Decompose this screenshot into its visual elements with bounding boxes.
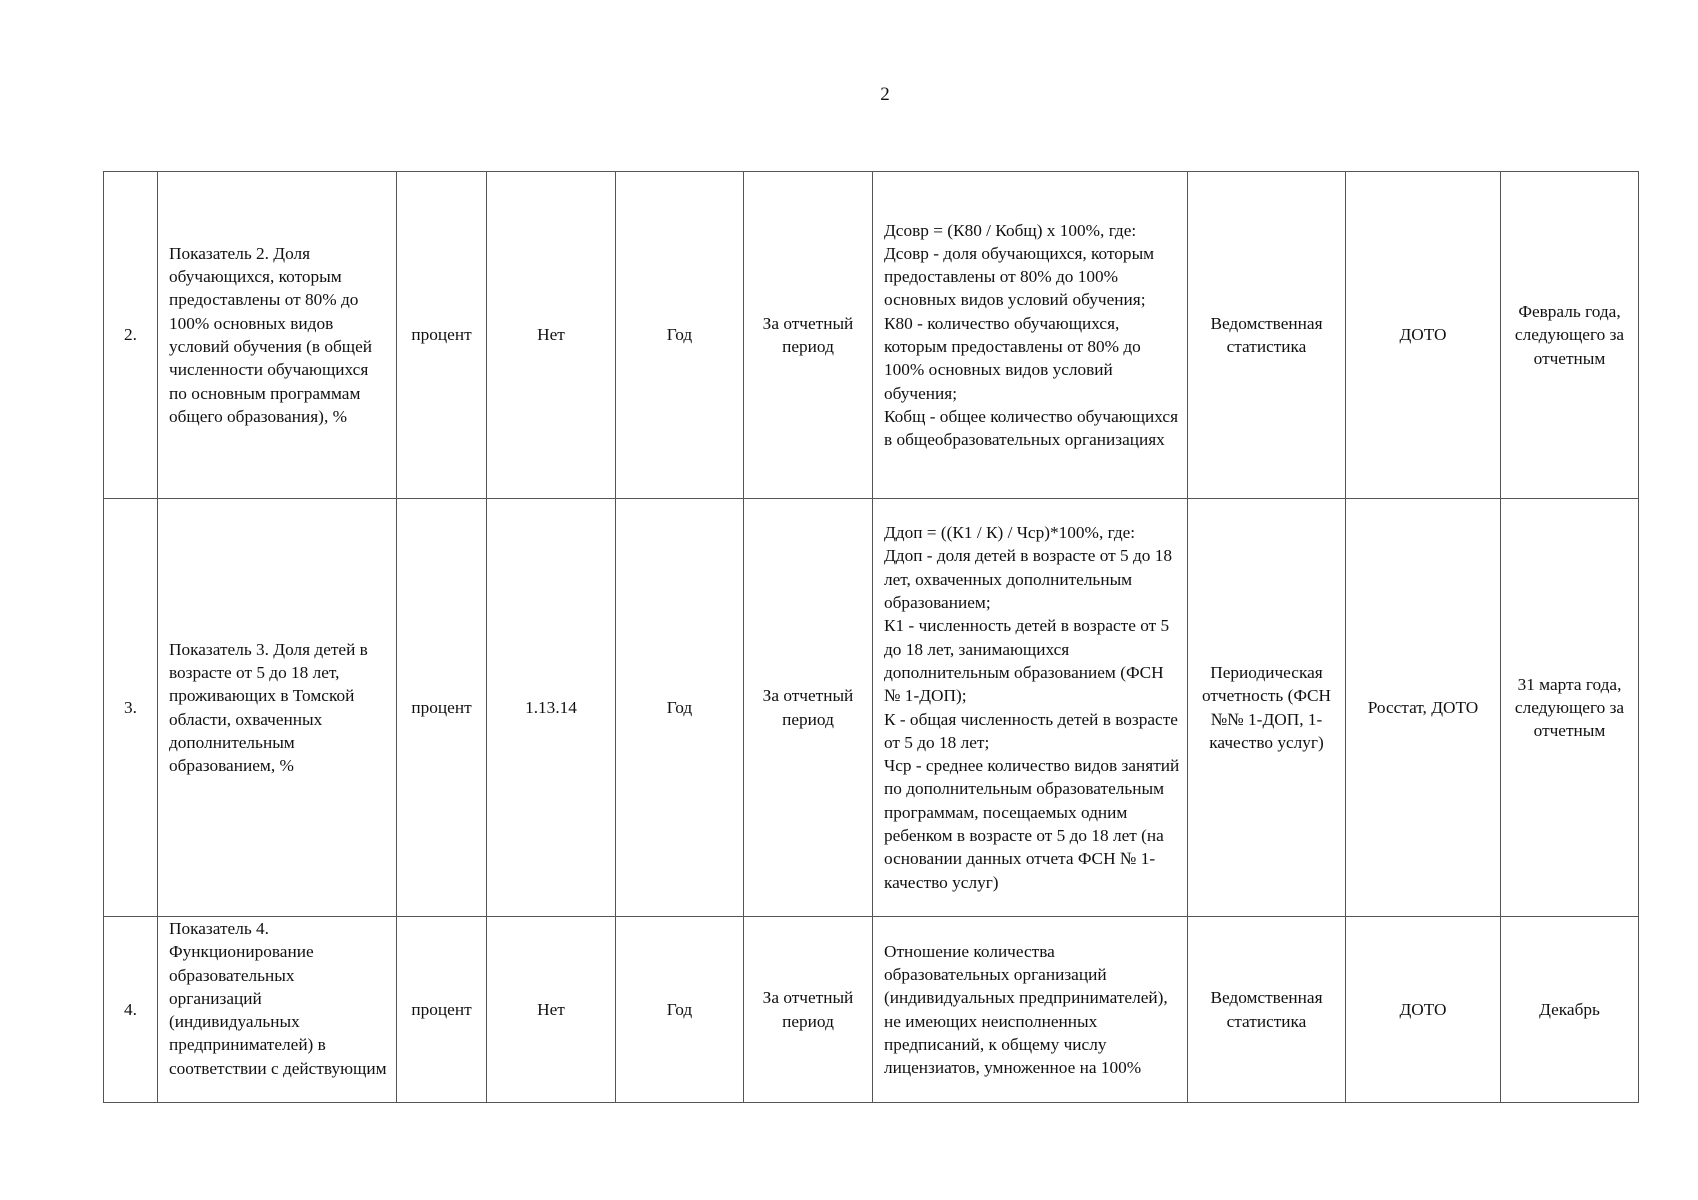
cell-calculation-method: Дсовр = (К80 / Кобщ) x 100%, где: Дсовр -…: [872, 171, 1188, 499]
cell-deadline: Декабрь: [1500, 916, 1639, 1103]
cell-unit: процент: [396, 498, 487, 917]
cell-responsible: ДОТО: [1345, 171, 1501, 499]
cell-indicator-name: Показатель 2. Доля обучающихся, которым …: [157, 171, 397, 499]
calculation-method-text: Отношение количества образовательных орг…: [884, 941, 1168, 1078]
indicator-name-text: Показатель 3. Доля детей в возрасте от 5…: [169, 639, 368, 776]
unit-text: процент: [411, 999, 472, 1019]
reporting-period-text: За отчетный период: [762, 686, 854, 729]
cell-code: Нет: [486, 171, 616, 499]
reporting-period-text: За отчетный период: [762, 988, 854, 1031]
cell-periodicity: Год: [615, 916, 744, 1103]
deadline-text: 31 марта года, следующего за отчетным: [1514, 674, 1625, 741]
cell-row-number: 4.: [103, 916, 158, 1103]
table-row: 4. Показатель 4. Функционирование образов…: [103, 916, 1639, 1103]
calculation-method-text: Ддоп = ((К1 / К) / Чср)*100%, где: Ддоп -…: [884, 523, 1180, 892]
deadline-text: Декабрь: [1539, 999, 1600, 1019]
periodicity-text: Год: [666, 999, 693, 1019]
indicator-name-text: Показатель 4. Функционирование образоват…: [169, 919, 387, 1078]
data-source-text: Ведомственная статистика: [1210, 988, 1323, 1031]
code-text: 1.13.14: [525, 697, 577, 717]
cell-indicator-name: Показатель 3. Доля детей в возрасте от 5…: [157, 498, 397, 917]
cell-row-number: 3.: [103, 498, 158, 917]
data-source-text: Периодическая отчетность (ФСН №№ 1-ДОП, …: [1201, 662, 1332, 752]
cell-periodicity: Год: [615, 498, 744, 917]
cell-indicator-name: Показатель 4. Функционирование образоват…: [157, 916, 397, 1103]
cell-data-source: Ведомственная статистика: [1187, 916, 1346, 1103]
periodicity-text: Год: [666, 325, 693, 345]
responsible-text: ДОТО: [1399, 325, 1447, 345]
cell-responsible: ДОТО: [1345, 916, 1501, 1103]
cell-row-number: 2.: [103, 171, 158, 499]
cell-unit: процент: [396, 171, 487, 499]
page-number: 2: [880, 84, 890, 105]
calculation-method-text: Дсовр = (К80 / Кобщ) x 100%, где: Дсовр -…: [884, 220, 1179, 450]
row-number-text: 4.: [124, 999, 137, 1019]
indicator-name-text: Показатель 2. Доля обучающихся, которым …: [169, 243, 372, 426]
cell-data-source: Периодическая отчетность (ФСН №№ 1-ДОП, …: [1187, 498, 1346, 917]
code-text: Нет: [537, 999, 565, 1019]
periodicity-text: Год: [666, 697, 693, 717]
cell-code: Нет: [486, 916, 616, 1103]
table-row: 3. Показатель 3. Доля детей в возрасте от…: [103, 498, 1639, 917]
cell-reporting-period: За отчетный период: [743, 171, 873, 499]
cell-code: 1.13.14: [486, 498, 616, 917]
cell-unit: процент: [396, 916, 487, 1103]
unit-text: процент: [411, 697, 472, 717]
cell-reporting-period: За отчетный период: [743, 916, 873, 1103]
table-row: 2. Показатель 2. Доля обучающихся, которы…: [103, 171, 1639, 499]
responsible-text: ДОТО: [1399, 999, 1447, 1019]
data-source-text: Ведомственная статистика: [1210, 313, 1323, 356]
cell-reporting-period: За отчетный период: [743, 498, 873, 917]
deadline-text: Февраль года, следующего за отчетным: [1514, 302, 1625, 368]
cell-periodicity: Год: [615, 171, 744, 499]
code-text: Нет: [537, 325, 565, 345]
reporting-period-text: За отчетный период: [762, 313, 854, 356]
cell-data-source: Ведомственная статистика: [1187, 171, 1346, 499]
row-number-text: 2.: [124, 325, 137, 345]
unit-text: процент: [411, 325, 472, 345]
cell-deadline: Февраль года, следующего за отчетным: [1500, 171, 1639, 499]
cell-calculation-method: Ддоп = ((К1 / К) / Чср)*100%, где: Ддоп -…: [872, 498, 1188, 917]
indicators-table: 2. Показатель 2. Доля обучающихся, которы…: [103, 171, 1639, 1103]
cell-deadline: 31 марта года, следующего за отчетным: [1500, 498, 1639, 917]
cell-calculation-method: Отношение количества образовательных орг…: [872, 916, 1188, 1103]
responsible-text: Росстат, ДОТО: [1367, 697, 1479, 717]
cell-responsible: Росстат, ДОТО: [1345, 498, 1501, 917]
row-number-text: 3.: [124, 697, 137, 717]
